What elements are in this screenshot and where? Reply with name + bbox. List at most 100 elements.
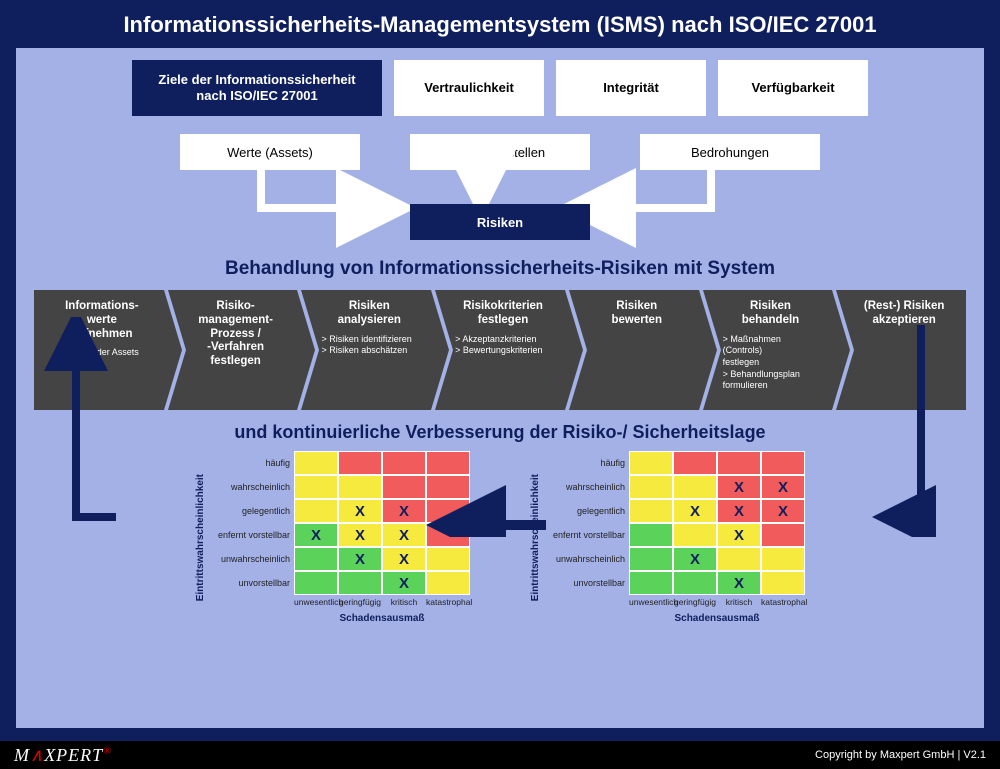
matrix-cell: X xyxy=(717,499,761,523)
matrix-cell xyxy=(717,451,761,475)
matrix-cell: X xyxy=(294,523,338,547)
matrix-row-label: wahrscheinlich xyxy=(545,482,629,492)
process-step-3: Risikokriterienfestlegen> Akzeptanzkrite… xyxy=(435,290,565,410)
matrix-cell: X xyxy=(673,547,717,571)
matrix-row-label: enfernt vorstellbar xyxy=(210,530,294,540)
matrix-cell xyxy=(338,475,382,499)
main-title: Informationssicherheits-Managementsystem… xyxy=(0,0,1000,48)
matrix-col-label: kritisch xyxy=(382,595,426,607)
process-step-2: Risikenanalysieren> Risiken identifizier… xyxy=(301,290,431,410)
sources-row: Werte (Assets) Schwachstellen Bedrohunge… xyxy=(34,134,966,170)
matrix-cell xyxy=(629,547,673,571)
process-step-6: (Rest-) Risikenakzeptieren xyxy=(836,290,966,410)
matrix-cell xyxy=(426,451,470,475)
process-chevrons: Informations-werteaufnehmen> Inventar de… xyxy=(34,290,966,410)
matrix-cell xyxy=(426,475,470,499)
matrix-cell xyxy=(629,499,673,523)
footer-bar: M∧XPERT® Copyright by Maxpert GmbH | V2.… xyxy=(0,741,1000,769)
matrix-cell: X xyxy=(673,499,717,523)
matrix-col-label: katastrophal xyxy=(761,595,805,607)
matrix-cell: X xyxy=(382,523,426,547)
inner-panel: Ziele der Informationssicherheit nach IS… xyxy=(16,48,984,728)
matrix-cell xyxy=(426,523,470,547)
matrix-row-label: häufig xyxy=(545,458,629,468)
matrix-row-label: unwahrscheinlich xyxy=(210,554,294,564)
matrix-cell xyxy=(294,571,338,595)
matrix-cell xyxy=(761,523,805,547)
matrix-cell: X xyxy=(338,547,382,571)
matrix-cell xyxy=(426,547,470,571)
matrix-cell xyxy=(673,523,717,547)
risks-wrap: Risiken xyxy=(34,204,966,240)
matrix-right-xlabels: unwesentlichgeringfügigkritischkatastrop… xyxy=(629,595,805,607)
matrix-row-label: gelegentlich xyxy=(545,506,629,516)
matrix-col-label: katastrophal xyxy=(426,595,470,607)
matrix-cell xyxy=(629,475,673,499)
matrix-left-xlabels: unwesentlichgeringfügigkritischkatastrop… xyxy=(294,595,470,607)
vulnerabilities-box: Schwachstellen xyxy=(410,134,590,170)
matrix-cell xyxy=(294,547,338,571)
matrix-cell xyxy=(426,499,470,523)
matrix-cell xyxy=(338,571,382,595)
confidentiality-box: Vertraulichkeit xyxy=(394,60,544,116)
matrix-row-label: gelegentlich xyxy=(210,506,294,516)
risks-box: Risiken xyxy=(410,204,590,240)
process-step-5: Risikenbehandeln> Maßnahmen (Controls) f… xyxy=(703,290,833,410)
matrix-cell xyxy=(426,571,470,595)
matrix-cell xyxy=(761,451,805,475)
logo: M∧XPERT® xyxy=(14,745,112,766)
diagram-outer: Informationssicherheits-Managementsystem… xyxy=(0,0,1000,769)
matrix-right: häufigwahrscheinlichXXgelegentlichXXXenf… xyxy=(545,451,805,595)
process-step-0: Informations-werteaufnehmen> Inventar de… xyxy=(34,290,164,410)
matrix-row-label: wahrscheinlich xyxy=(210,482,294,492)
matrix-row-label: unvorstellbar xyxy=(210,578,294,588)
availability-box: Verfügbarkeit xyxy=(718,60,868,116)
process-step-4: Risikenbewerten xyxy=(569,290,699,410)
matrix-cell xyxy=(338,451,382,475)
matrix-left-wrap: Eintrittswahrscheinlichkeit häufig wahrsc… xyxy=(195,451,470,624)
matrix-col-label: geringfügig xyxy=(673,595,717,607)
matrix-right-ylabel: Eintrittswahrscheinlichkeit xyxy=(530,474,541,601)
matrix-left-ylabel: Eintrittswahrscheinlichkeit xyxy=(195,474,206,601)
matrix-right-xaxis: Schadensausmaß xyxy=(629,613,805,624)
matrix-col-label: unwesentlich xyxy=(629,595,673,607)
goals-box: Ziele der Informationssicherheit nach IS… xyxy=(132,60,382,116)
matrix-cell: X xyxy=(382,547,426,571)
matrix-row-label: enfernt vorstellbar xyxy=(545,530,629,540)
matrix-cell xyxy=(717,547,761,571)
matrix-cell xyxy=(673,451,717,475)
matrix-cell: X xyxy=(382,571,426,595)
matrix-row-label: häufig xyxy=(210,458,294,468)
matrix-cell: X xyxy=(338,499,382,523)
matrix-right-wrap: Eintrittswahrscheinlichkeit häufig wahrsc… xyxy=(530,451,805,624)
integrity-box: Integrität xyxy=(556,60,706,116)
section-header-2: und kontinuierliche Verbesserung der Ris… xyxy=(34,422,966,443)
matrix-cell xyxy=(629,523,673,547)
assets-box: Werte (Assets) xyxy=(180,134,360,170)
matrix-cell: X xyxy=(338,523,382,547)
matrix-cell xyxy=(629,451,673,475)
matrix-col-label: geringfügig xyxy=(338,595,382,607)
matrix-cell xyxy=(382,475,426,499)
matrix-cell xyxy=(673,475,717,499)
matrix-cell xyxy=(294,451,338,475)
threats-box: Bedrohungen xyxy=(640,134,820,170)
copyright-text: Copyright by Maxpert GmbH | V2.1 xyxy=(815,749,986,761)
matrix-cell: X xyxy=(717,523,761,547)
matrix-cell xyxy=(629,571,673,595)
matrix-cell: X xyxy=(717,571,761,595)
matrix-col-label: unwesentlich xyxy=(294,595,338,607)
matrix-cell: X xyxy=(761,499,805,523)
matrix-cell: X xyxy=(382,499,426,523)
matrices-row: Eintrittswahrscheinlichkeit häufig wahrsc… xyxy=(34,451,966,624)
matrix-cell xyxy=(382,451,426,475)
matrix-row-label: unvorstellbar xyxy=(545,578,629,588)
matrix-cell xyxy=(294,499,338,523)
matrix-cell: X xyxy=(717,475,761,499)
matrix-row-label: unwahrscheinlich xyxy=(545,554,629,564)
matrix-left: häufigwahrscheinlichgelegentlichXXenfern… xyxy=(210,451,470,595)
process-step-1: Risiko-management-Prozess /-Verfahrenfes… xyxy=(168,290,298,410)
matrix-col-label: kritisch xyxy=(717,595,761,607)
matrix-cell xyxy=(761,571,805,595)
matrix-cell xyxy=(294,475,338,499)
